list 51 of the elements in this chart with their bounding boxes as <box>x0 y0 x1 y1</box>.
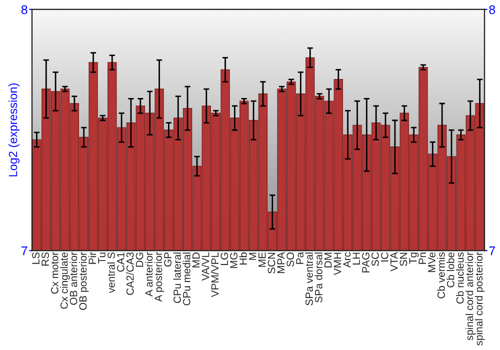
x-tick-label: SCN <box>268 252 276 274</box>
x-tick-label: ME <box>258 252 266 267</box>
x-tick-label: SPa dorsal <box>314 252 322 302</box>
y-axis-title: Log2 (expression) <box>8 84 20 176</box>
x-tick-label: LS <box>32 252 40 264</box>
x-tick-label: SC <box>372 252 379 266</box>
x-tick-label: MD <box>192 252 200 268</box>
x-tick-label: RS <box>42 252 49 266</box>
x-tick-label: Hb <box>239 252 247 264</box>
x-tick-label: spinal cord posterior <box>474 252 485 346</box>
x-tick-label: OB posterior <box>78 252 89 310</box>
x-tick-label: IC <box>380 252 388 262</box>
x-tick-label: Cb lobe <box>446 252 454 288</box>
x-tick-label: Pa <box>296 252 304 264</box>
x-tick-label: MG <box>230 252 238 268</box>
x-tick-label: VTA <box>390 252 398 272</box>
x-tick-label: MPA <box>277 252 285 273</box>
y2-tick-label: 7 <box>489 246 495 256</box>
x-tick-label: GP <box>164 252 172 267</box>
x-tick-label: MVe <box>428 252 436 272</box>
y2-tick-label: 8 <box>489 5 496 14</box>
x-tick-label: Cx cingulate <box>60 252 70 309</box>
x-tick-label: CA2/CA3 <box>126 252 134 295</box>
x-tick-label: SN <box>400 252 408 266</box>
x-tick-label: DG <box>136 252 144 267</box>
x-tick-label: Tg <box>409 252 419 264</box>
x-tick-label: Pir <box>88 252 96 264</box>
x-tick-label: DM <box>324 252 332 268</box>
x-tick-label: Cb nucleus <box>456 252 464 304</box>
x-tick-label: SPa ventral <box>305 252 313 306</box>
x-tick-label: VMH <box>334 252 342 276</box>
x-tick-label: VPM/VPL <box>210 252 219 298</box>
x-tick-label: A posterior <box>154 252 164 302</box>
x-tick-label: LH <box>352 252 360 264</box>
x-tick-label: A anterior <box>144 252 153 297</box>
x-tick-label: SO <box>286 252 294 267</box>
x-tick-label: Tu <box>98 252 106 264</box>
x-tick-label: Arc <box>343 252 351 268</box>
x-tick-label: M <box>249 252 256 260</box>
x-tick-label: Cb vermis <box>437 252 445 298</box>
x-tick-label: LG <box>220 252 228 266</box>
x-tick-label: Cx motor <box>50 252 58 294</box>
x-tick-label: CPu medial <box>182 252 190 306</box>
x-tick-label: ventral S <box>107 252 115 294</box>
x-tick-label: PAG <box>362 252 370 272</box>
x-tick-label: VA/VL <box>202 252 210 281</box>
x-tick-label: CPu lateral <box>173 252 181 303</box>
x-tick-label: OB anterior <box>70 252 78 305</box>
x-tick-label: CA1 <box>116 252 124 272</box>
x-tick-label: spinal cord anterior <box>466 252 476 340</box>
x-tick-label: Pn <box>418 252 426 264</box>
